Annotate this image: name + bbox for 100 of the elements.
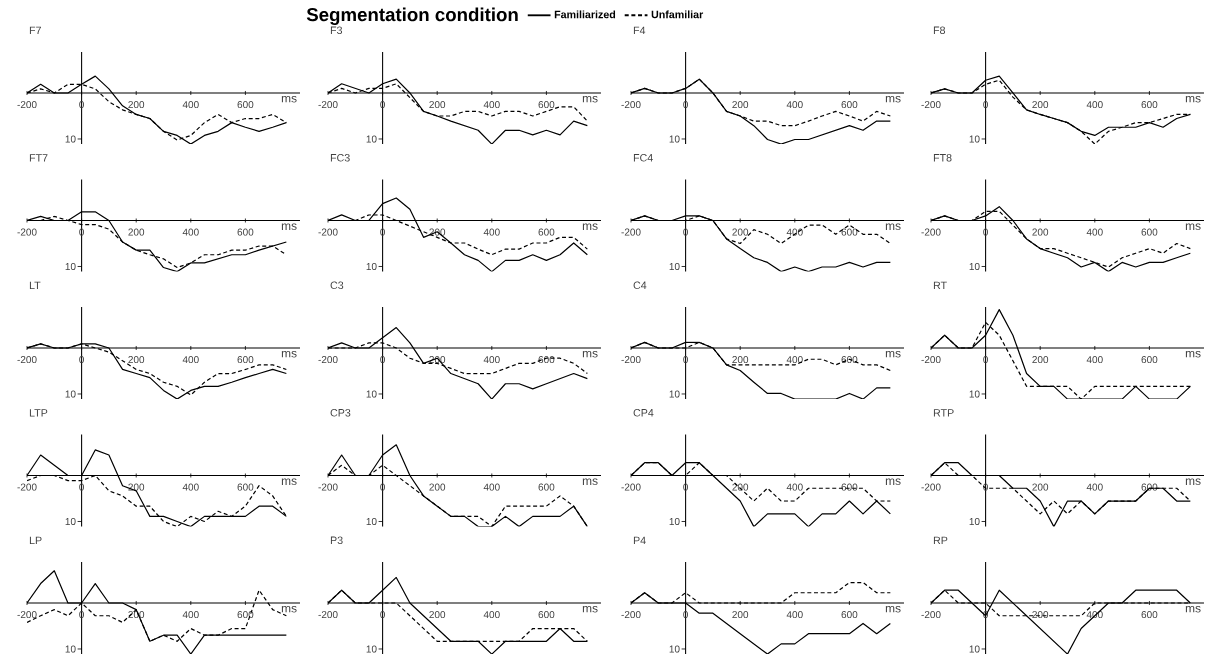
x-tick-label: 600	[841, 611, 858, 619]
chart-title: C3	[330, 281, 344, 290]
x-tick-label: -200	[921, 101, 941, 109]
x-axis-title: ms	[582, 223, 598, 230]
x-tick-label: 400	[786, 356, 803, 364]
x-axis-title: ms	[1185, 223, 1201, 230]
x-tick-label: -200	[17, 611, 37, 619]
chart-title: FT7	[29, 154, 48, 162]
x-tick-label: 200	[429, 611, 446, 619]
annotation: 10	[65, 645, 76, 653]
x-axis-title: ms	[885, 95, 901, 103]
x-tick-label: 200	[128, 483, 145, 491]
x-axis-title: ms	[281, 95, 297, 103]
x-tick-label: 200	[429, 483, 446, 491]
x-tick-label: 600	[237, 483, 254, 491]
x-tick-label: 0	[683, 228, 688, 236]
legend-title: Segmentation condition	[306, 7, 518, 26]
x-tick-label: 600	[538, 101, 555, 109]
x-tick-label: 0	[79, 483, 84, 491]
annotation: 10	[366, 262, 377, 271]
x-tick-label: -200	[318, 611, 338, 619]
annotation: 10	[669, 262, 680, 271]
x-tick-label: -200	[921, 483, 941, 491]
annotation: 10	[969, 390, 980, 398]
x-axis-title: ms	[885, 605, 901, 613]
chart-title: FC3	[330, 154, 350, 162]
x-axis-title: ms	[281, 605, 297, 613]
chart-title: F4	[633, 26, 646, 35]
x-tick-label: 200	[1032, 101, 1049, 109]
x-tick-label: 400	[182, 611, 199, 619]
x-tick-label: 600	[1141, 611, 1158, 619]
x-tick-label: 0	[983, 101, 988, 109]
x-tick-label: -200	[318, 228, 338, 236]
x-axis-title: ms	[582, 350, 598, 358]
x-tick-label: 400	[483, 356, 500, 364]
x-tick-label: -200	[17, 101, 37, 109]
x-tick-label: 0	[983, 611, 988, 619]
x-tick-label: 200	[1032, 483, 1049, 491]
annotation: 10	[65, 517, 76, 526]
x-tick-label: 400	[182, 483, 199, 491]
x-tick-label: 200	[128, 356, 145, 364]
x-tick-label: 0	[380, 356, 385, 364]
x-tick-label: 200	[1032, 356, 1049, 364]
x-tick-label: -200	[621, 611, 641, 619]
chart-title: FC4	[633, 154, 653, 162]
x-axis-title: ms	[281, 478, 297, 485]
x-tick-label: 0	[79, 611, 84, 619]
x-tick-label: 400	[786, 611, 803, 619]
x-tick-label: 0	[380, 611, 385, 619]
x-tick-label: 200	[732, 101, 749, 109]
x-tick-label: 600	[1141, 101, 1158, 109]
x-tick-label: -200	[621, 228, 641, 236]
x-axis-title: ms	[582, 605, 598, 613]
x-axis-title: ms	[1185, 605, 1201, 613]
x-tick-label: 600	[237, 101, 254, 109]
x-tick-label: 0	[683, 483, 688, 491]
x-tick-label: -200	[921, 611, 941, 619]
x-tick-label: 400	[1086, 483, 1103, 491]
x-tick-label: -200	[921, 356, 941, 364]
x-tick-label: 200	[732, 611, 749, 619]
annotation: 10	[969, 135, 980, 143]
x-tick-label: 600	[538, 483, 555, 491]
x-axis-title: ms	[582, 95, 598, 103]
x-tick-label: 400	[483, 101, 500, 109]
x-tick-label: 400	[182, 228, 199, 236]
x-tick-label: -200	[318, 101, 338, 109]
x-axis-title: ms	[885, 350, 901, 358]
annotation: 10	[65, 390, 76, 398]
chart-title: LP	[29, 536, 42, 545]
annotation: 10	[366, 517, 377, 526]
chart-title: CP3	[330, 409, 351, 417]
annotation: 10	[366, 390, 377, 398]
x-tick-label: 0	[983, 356, 988, 364]
x-tick-label: 600	[1141, 483, 1158, 491]
x-tick-label: 200	[1032, 611, 1049, 619]
x-tick-label: -200	[621, 483, 641, 491]
x-tick-label: 600	[237, 356, 254, 364]
x-tick-label: 600	[538, 228, 555, 236]
x-tick-label: 0	[983, 228, 988, 236]
legend-label: Unfamiliar	[651, 10, 704, 19]
annotation: 10	[669, 390, 680, 398]
x-tick-label: 400	[483, 611, 500, 619]
annotation: 10	[969, 517, 980, 526]
x-tick-label: 600	[841, 483, 858, 491]
x-tick-label: 400	[182, 101, 199, 109]
annotation: 10	[65, 262, 76, 271]
x-tick-label: 0	[683, 101, 688, 109]
x-tick-label: -200	[921, 228, 941, 236]
x-tick-label: 200	[732, 356, 749, 364]
x-tick-label: 400	[182, 356, 199, 364]
x-tick-label: 0	[380, 228, 385, 236]
x-tick-label: 600	[237, 611, 254, 619]
chart-title: RP	[933, 536, 948, 545]
x-axis-title: ms	[885, 223, 901, 230]
x-tick-label: 0	[79, 228, 84, 236]
chart-title: FT8	[933, 154, 952, 162]
chart-title: F8	[933, 26, 946, 35]
x-tick-label: 400	[1086, 101, 1103, 109]
x-tick-label: 0	[380, 483, 385, 491]
x-tick-label: 600	[1141, 228, 1158, 236]
